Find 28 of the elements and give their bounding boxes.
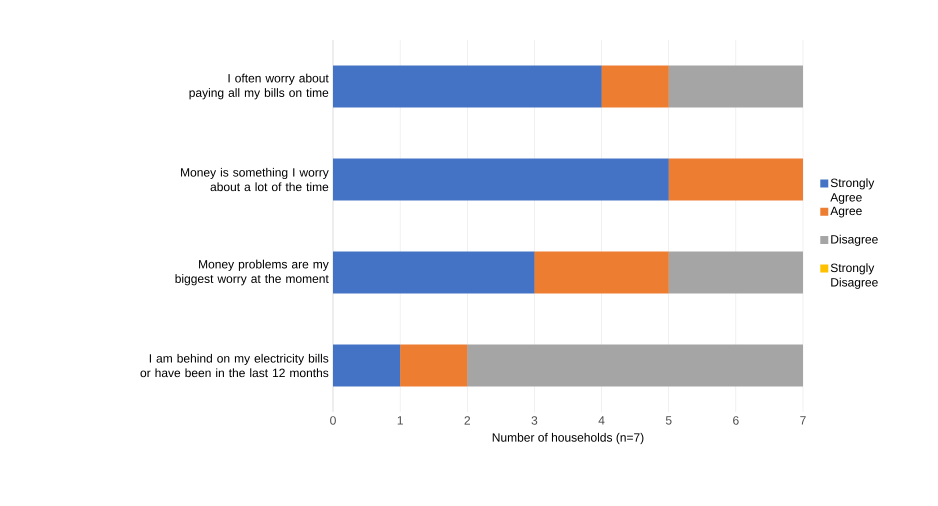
x-tick-label: 5: [666, 416, 672, 425]
legend-label: Disagree: [831, 234, 878, 246]
x-tick-label: 6: [733, 416, 739, 425]
y-tick-label: Money problems are my biggest worry at the moment: [176, 260, 329, 286]
legend-label: Strongly Agree: [830, 178, 874, 204]
x-tick-label: 0: [330, 416, 336, 425]
bar: [400, 344, 468, 386]
legend-label: Strongly Disagree: [830, 263, 878, 289]
y-tick-label: I often worry about paying all my bills on time: [190, 74, 329, 100]
bar: [668, 65, 803, 108]
bar: [534, 252, 669, 294]
bar: [602, 65, 669, 108]
bar: [332, 344, 400, 386]
bar: [668, 158, 803, 200]
y-tick-label: Money is something I worry about a lot of the time: [181, 168, 329, 192]
y-tick-label: I am behind on my electricity bills or have been in the last 12 months: [140, 354, 328, 378]
x-tick-label: 7: [800, 416, 806, 424]
bar: [332, 65, 602, 108]
x-tick-label: 2: [464, 416, 470, 425]
bar: [332, 252, 534, 294]
x-tick-label: 3: [532, 416, 538, 425]
x-axis-title: Number of households (n=7): [492, 432, 644, 444]
x-tick-label: 4: [598, 416, 605, 424]
bar: [332, 158, 669, 200]
bar: [467, 344, 803, 386]
bar: [668, 252, 803, 294]
legend-label: Agree: [830, 206, 862, 218]
x-tick-label: 1: [398, 416, 403, 424]
